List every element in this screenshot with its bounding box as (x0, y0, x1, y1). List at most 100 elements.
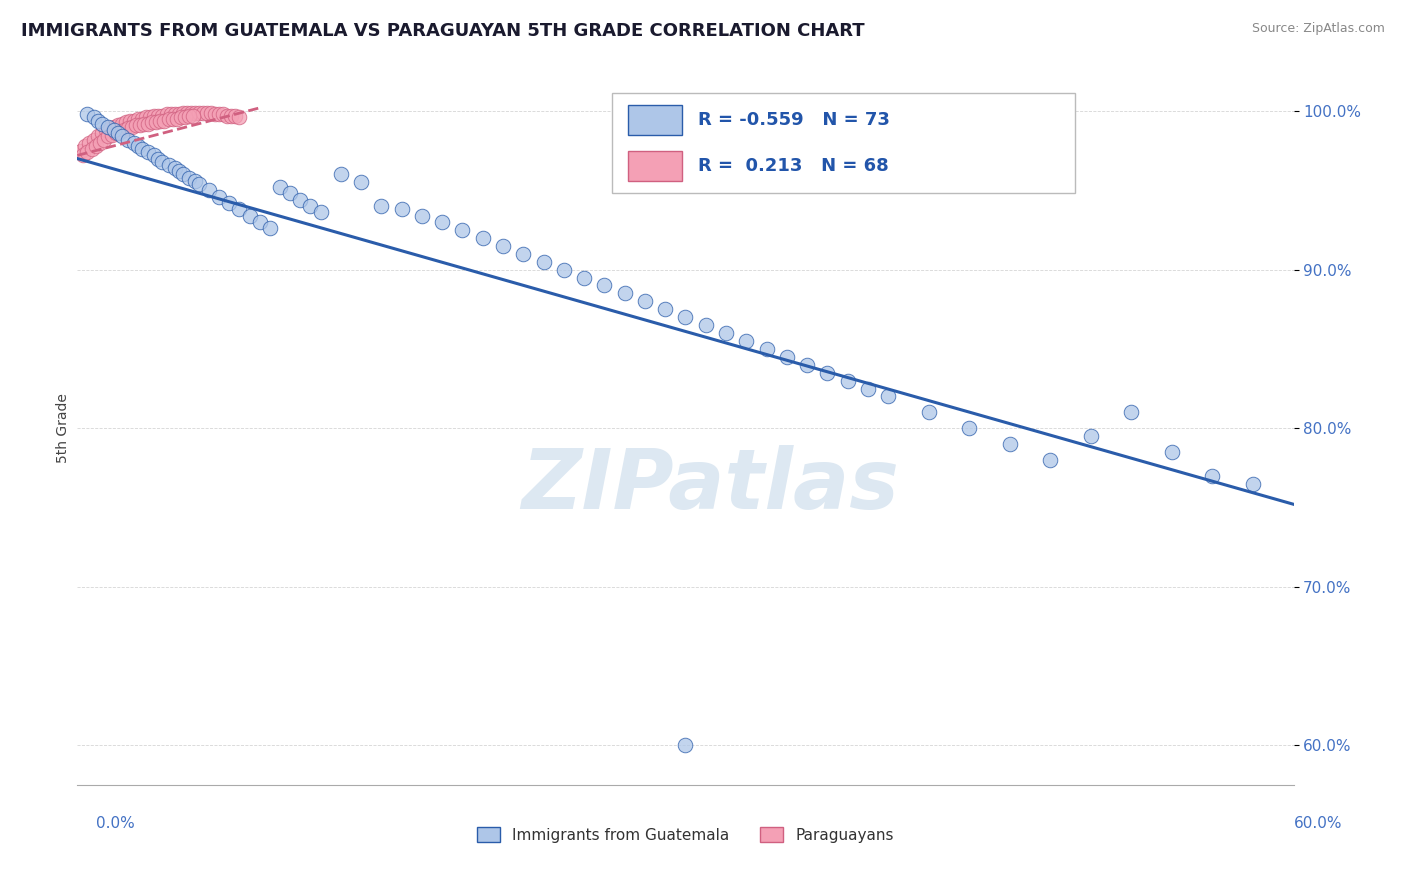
Point (162, 112, 184, 126)
Point (177, 170, 200, 185)
Point (145, 115, 167, 129)
Text: R = -0.559   N = 73: R = -0.559 N = 73 (697, 111, 890, 128)
Point (141, 115, 163, 129)
Point (148, 109, 170, 123)
Point (172, 105, 194, 120)
Point (184, 174, 207, 188)
Point (90, 117, 112, 131)
Point (278, 186, 301, 201)
Point (239, 209, 262, 223)
Point (172, 168, 194, 182)
Point (80, 142, 103, 156)
Point (221, 109, 243, 123)
Point (157, 158, 180, 172)
Point (86, 129, 108, 144)
Point (108, 125, 131, 139)
Point (111, 117, 134, 131)
Point (112, 123, 135, 137)
Point (1039, 453, 1062, 467)
Point (184, 105, 207, 120)
Point (208, 189, 231, 203)
Point (163, 107, 186, 121)
Point (131, 112, 153, 126)
Point (122, 136, 145, 150)
Point (97, 120, 120, 134)
Point (115, 115, 138, 129)
Point (204, 107, 226, 121)
Point (173, 111, 195, 125)
Point (208, 107, 231, 121)
Point (118, 113, 141, 128)
Point (143, 109, 166, 123)
Point (391, 202, 413, 217)
Point (654, 302, 676, 317)
FancyBboxPatch shape (628, 105, 682, 135)
Point (796, 358, 818, 372)
Point (957, 421, 980, 435)
Point (79, 136, 101, 150)
Point (776, 350, 799, 364)
Text: Source: ZipAtlas.com: Source: ZipAtlas.com (1251, 22, 1385, 36)
Text: 60.0%: 60.0% (1295, 816, 1343, 831)
Point (714, 326, 737, 340)
Legend: Immigrants from Guatemala, Paraguayans: Immigrants from Guatemala, Paraguayans (471, 821, 900, 848)
Point (76, 145, 98, 160)
Point (217, 109, 239, 123)
Point (157, 112, 180, 126)
Point (228, 111, 250, 125)
Point (135, 111, 157, 125)
Point (127, 139, 149, 153)
Point (451, 223, 474, 237)
Point (131, 142, 153, 156)
Point (143, 148, 166, 162)
Point (159, 107, 181, 121)
Point (72, 148, 94, 162)
Point (675, 310, 697, 325)
Point (104, 126, 127, 140)
Point (155, 107, 177, 121)
Point (1241, 476, 1264, 491)
Point (122, 113, 145, 128)
Point (103, 123, 125, 137)
Point (492, 239, 515, 253)
Point (180, 105, 202, 120)
Point (269, 180, 291, 194)
Point (83, 132, 105, 146)
Point (103, 120, 125, 134)
Point (200, 105, 222, 120)
Point (998, 437, 1021, 451)
Point (533, 254, 555, 268)
Point (228, 202, 250, 217)
Point (136, 117, 159, 131)
FancyBboxPatch shape (628, 152, 682, 181)
Point (167, 164, 190, 178)
Point (675, 739, 697, 753)
Point (198, 183, 221, 197)
Point (1201, 468, 1223, 483)
Text: R =  0.213   N = 68: R = 0.213 N = 68 (697, 157, 889, 175)
Point (111, 129, 134, 144)
Point (249, 215, 271, 229)
Point (218, 196, 240, 211)
Point (176, 105, 198, 120)
Point (1080, 429, 1102, 443)
Point (75, 139, 97, 153)
Text: IMMIGRANTS FROM GUATEMALA VS PARAGUAYAN 5TH GRADE CORRELATION CHART: IMMIGRANTS FROM GUATEMALA VS PARAGUAYAN … (21, 22, 865, 40)
Point (212, 107, 235, 121)
Point (152, 154, 174, 169)
Point (76, 107, 98, 121)
Point (224, 109, 246, 123)
Point (136, 145, 159, 160)
Point (181, 109, 204, 123)
Point (129, 118, 152, 132)
Point (83, 111, 105, 125)
Point (98, 121, 121, 136)
Point (259, 221, 281, 235)
Point (512, 246, 534, 260)
Point (97, 129, 120, 144)
Point (188, 177, 211, 191)
Point (634, 294, 657, 309)
Point (149, 113, 172, 128)
Point (613, 286, 636, 301)
Point (755, 342, 778, 356)
